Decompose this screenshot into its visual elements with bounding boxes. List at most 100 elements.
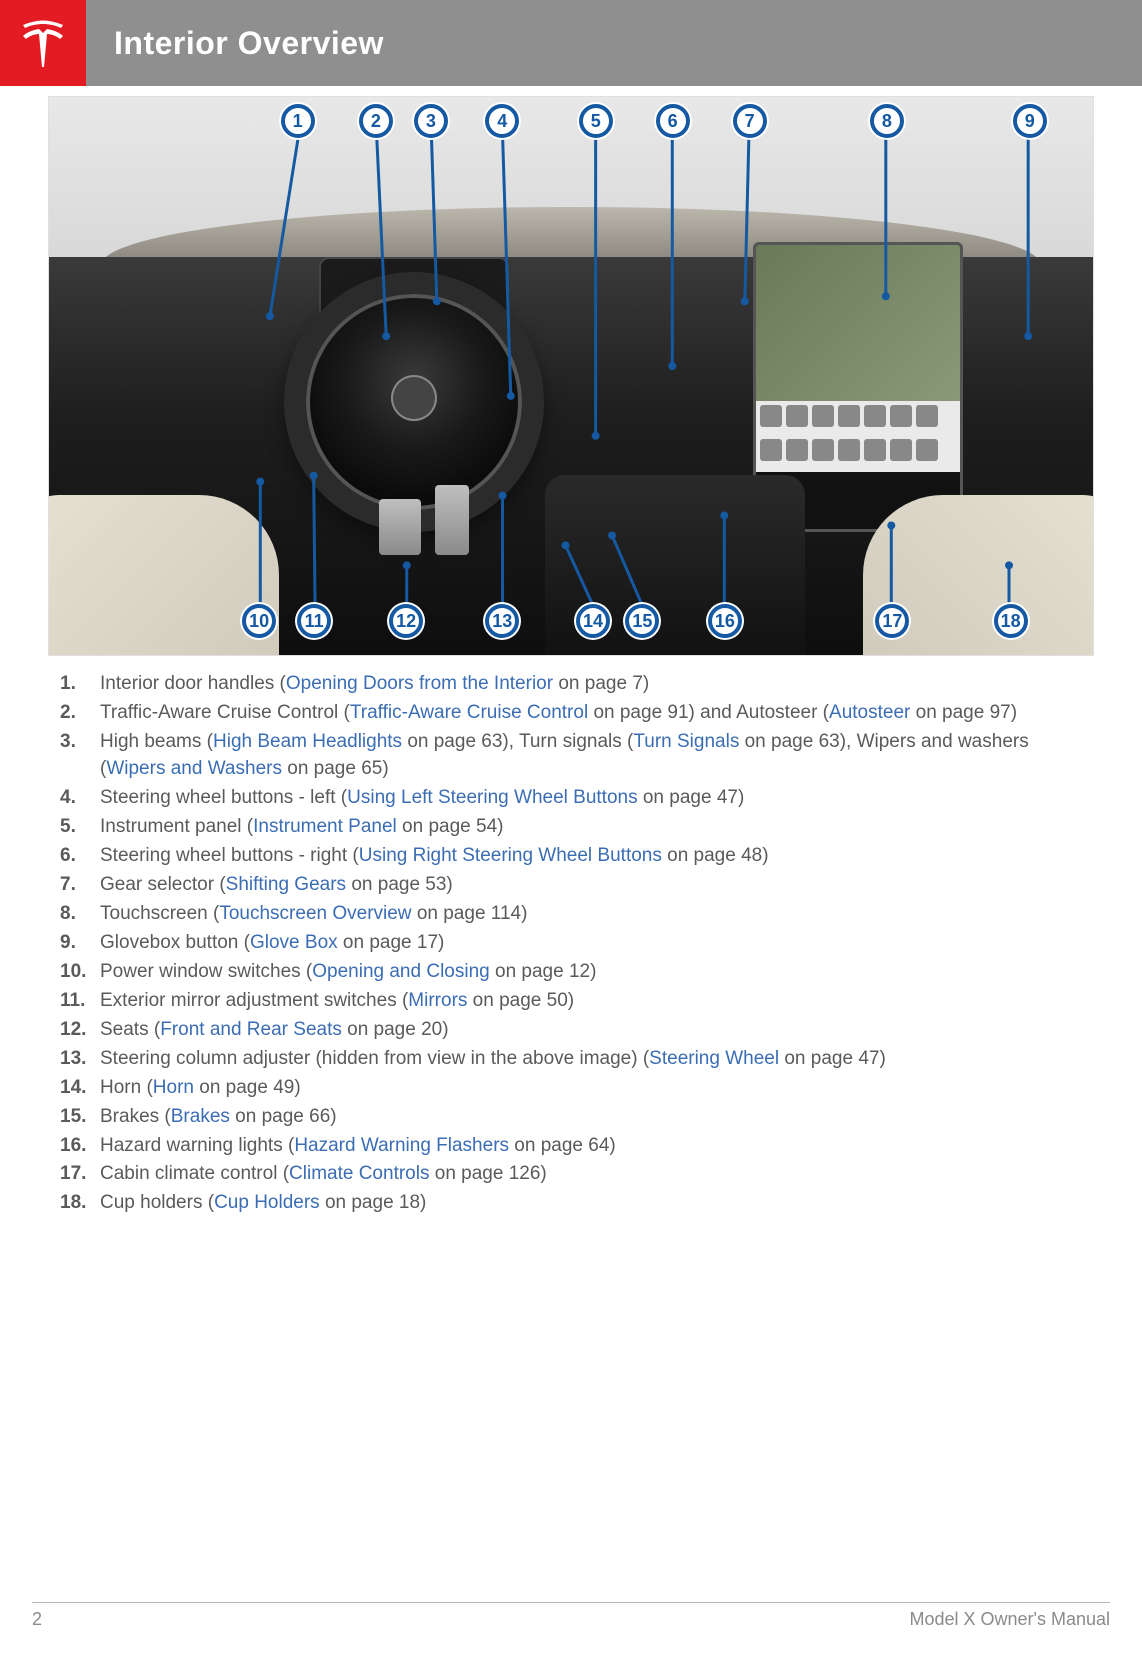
legend-item-number: 7. — [60, 872, 100, 899]
text-run: on page 12) — [490, 961, 597, 982]
text-run: on page 114) — [412, 903, 528, 924]
callout-badge-7: 7 — [733, 104, 767, 138]
legend-item-4: 4.Steering wheel buttons - left (Using L… — [60, 784, 1082, 813]
brand-logo — [0, 0, 86, 86]
callout-badge-13: 13 — [485, 604, 519, 638]
text-run: on page 64) — [509, 1135, 616, 1156]
text-run: on page 18) — [320, 1192, 427, 1213]
callout-badge-8: 8 — [870, 104, 904, 138]
callout-badge-11: 11 — [297, 604, 331, 638]
touchscreen-apps — [756, 401, 960, 472]
callout-badge-17: 17 — [875, 604, 909, 638]
text-run: on page 47) — [638, 787, 745, 808]
callout-badge-12: 12 — [389, 604, 423, 638]
legend-item-6: 6.Steering wheel buttons - right (Using … — [60, 842, 1082, 871]
legend-item-number: 18. — [60, 1190, 100, 1217]
cross-ref-link[interactable]: Glove Box — [250, 932, 338, 953]
cross-ref-link[interactable]: Shifting Gears — [226, 874, 346, 895]
legend-item-7: 7.Gear selector (Shifting Gears on page … — [60, 871, 1082, 900]
cross-ref-link[interactable]: Brakes — [171, 1106, 230, 1127]
text-run: Power window switches ( — [100, 961, 312, 982]
legend-item-16: 16.Hazard warning lights (Hazard Warning… — [60, 1132, 1082, 1161]
legend-item-17: 17.Cabin climate control (Climate Contro… — [60, 1160, 1082, 1189]
cross-ref-link[interactable]: Turn Signals — [633, 731, 739, 752]
cross-ref-link[interactable]: Using Right Steering Wheel Buttons — [359, 845, 662, 866]
legend-item-number: 16. — [60, 1133, 100, 1160]
cross-ref-link[interactable]: Cup Holders — [214, 1192, 320, 1213]
cross-ref-link[interactable]: Climate Controls — [289, 1163, 429, 1184]
cross-ref-link[interactable]: Autosteer — [829, 702, 910, 723]
legend-item-number: 10. — [60, 959, 100, 986]
text-run: Brakes ( — [100, 1106, 171, 1127]
legend-item-text: Glovebox button (Glove Box on page 17) — [100, 930, 1082, 957]
legend-item-text: Exterior mirror adjustment switches (Mir… — [100, 988, 1082, 1015]
cross-ref-link[interactable]: High Beam Headlights — [213, 731, 402, 752]
legend-item-number: 15. — [60, 1104, 100, 1131]
text-run: on page 53) — [346, 874, 453, 895]
cross-ref-link[interactable]: Mirrors — [408, 990, 467, 1011]
legend-item-text: Touchscreen (Touchscreen Overview on pag… — [100, 901, 1082, 928]
cross-ref-link[interactable]: Horn — [153, 1077, 194, 1098]
legend-item-text: Seats (Front and Rear Seats on page 20) — [100, 1017, 1082, 1044]
text-run: on page 54) — [397, 816, 504, 837]
legend-item-text: Gear selector (Shifting Gears on page 53… — [100, 872, 1082, 899]
cross-ref-link[interactable]: Opening and Closing — [312, 961, 489, 982]
text-run: on page 17) — [338, 932, 445, 953]
cross-ref-link[interactable]: Touchscreen Overview — [219, 903, 411, 924]
legend-item-text: Steering wheel buttons - left (Using Lef… — [100, 785, 1082, 812]
legend-item-text: High beams (High Beam Headlights on page… — [100, 729, 1082, 783]
legend-item-number: 17. — [60, 1161, 100, 1188]
cross-ref-link[interactable]: Using Left Steering Wheel Buttons — [347, 787, 637, 808]
page-header: Interior Overview — [0, 0, 1142, 86]
legend-item-text: Cabin climate control (Climate Controls … — [100, 1161, 1082, 1188]
tesla-icon — [18, 18, 68, 68]
callout-badge-18: 18 — [994, 604, 1028, 638]
legend-item-18: 18.Cup holders (Cup Holders on page 18) — [60, 1189, 1082, 1218]
text-run: on page 91) and Autosteer ( — [588, 702, 829, 723]
cross-ref-link[interactable]: Wipers and Washers — [106, 758, 282, 779]
text-run: Exterior mirror adjustment switches ( — [100, 990, 408, 1011]
legend-item-number: 8. — [60, 901, 100, 928]
legend-item-number: 1. — [60, 671, 100, 698]
cross-ref-link[interactable]: Traffic-Aware Cruise Control — [350, 702, 588, 723]
text-run: Horn ( — [100, 1077, 153, 1098]
legend-item-10: 10.Power window switches (Opening and Cl… — [60, 958, 1082, 987]
interior-diagram: 123456789101112131415161718 — [48, 96, 1094, 656]
callout-badge-15: 15 — [625, 604, 659, 638]
legend-item-9: 9.Glovebox button (Glove Box on page 17) — [60, 929, 1082, 958]
legend-item-text: Traffic-Aware Cruise Control (Traffic-Aw… — [100, 700, 1082, 727]
text-run: on page 66) — [230, 1106, 337, 1127]
callout-badge-1: 1 — [281, 104, 315, 138]
cross-ref-link[interactable]: Hazard Warning Flashers — [294, 1135, 509, 1156]
text-run: Steering wheel buttons - right ( — [100, 845, 359, 866]
legend-list: 1.Interior door handles (Opening Doors f… — [60, 670, 1082, 1218]
legend-item-text: Steering column adjuster (hidden from vi… — [100, 1046, 1082, 1073]
callout-badge-14: 14 — [576, 604, 610, 638]
callout-badge-9: 9 — [1013, 104, 1047, 138]
legend-item-text: Hazard warning lights (Hazard Warning Fl… — [100, 1133, 1082, 1160]
callout-badge-2: 2 — [359, 104, 393, 138]
text-run: on page 50) — [467, 990, 574, 1011]
callout-badge-10: 10 — [242, 604, 276, 638]
legend-item-3: 3.High beams (High Beam Headlights on pa… — [60, 728, 1082, 784]
legend-item-number: 4. — [60, 785, 100, 812]
text-run: on page 49) — [194, 1077, 301, 1098]
text-run: Glovebox button ( — [100, 932, 250, 953]
text-run: on page 97) — [910, 702, 1017, 723]
cross-ref-link[interactable]: Steering Wheel — [649, 1048, 779, 1069]
text-run: Traffic-Aware Cruise Control ( — [100, 702, 350, 723]
cross-ref-link[interactable]: Opening Doors from the Interior — [286, 673, 553, 694]
text-run: Touchscreen ( — [100, 903, 219, 924]
legend-item-number: 2. — [60, 700, 100, 727]
text-run: on page 63), Turn signals ( — [402, 731, 633, 752]
legend-item-number: 11. — [60, 988, 100, 1015]
text-run: High beams ( — [100, 731, 213, 752]
cross-ref-link[interactable]: Front and Rear Seats — [160, 1019, 342, 1040]
text-run: Cabin climate control ( — [100, 1163, 289, 1184]
legend-item-8: 8.Touchscreen (Touchscreen Overview on p… — [60, 900, 1082, 929]
cross-ref-link[interactable]: Instrument Panel — [253, 816, 397, 837]
diagram-container: 123456789101112131415161718 — [0, 86, 1142, 656]
page-title: Interior Overview — [86, 0, 1142, 86]
legend-item-text: Power window switches (Opening and Closi… — [100, 959, 1082, 986]
text-run: Hazard warning lights ( — [100, 1135, 294, 1156]
